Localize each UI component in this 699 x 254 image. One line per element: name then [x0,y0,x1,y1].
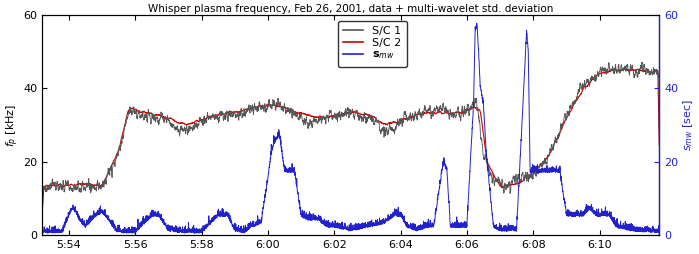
Legend: S/C 1, S/C 2, $\mathbf{s}_{mw}$: S/C 1, S/C 2, $\mathbf{s}_{mw}$ [338,21,407,67]
Y-axis label: $f_p$ [kHz]: $f_p$ [kHz] [4,103,20,147]
Y-axis label: $s_{mw}$ [sec]: $s_{mw}$ [sec] [681,99,695,151]
Title: Whisper plasma frequency, Feb 26, 2001, data + multi-wavelet std. deviation: Whisper plasma frequency, Feb 26, 2001, … [148,4,554,14]
